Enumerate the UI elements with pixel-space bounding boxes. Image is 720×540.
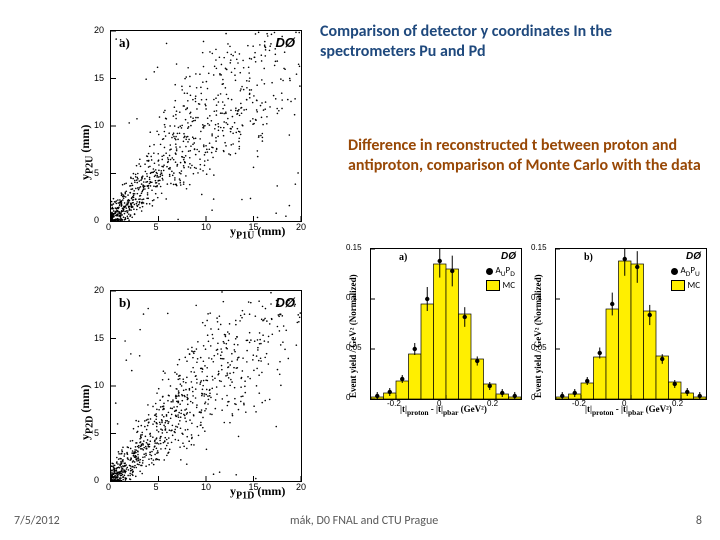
ytick-label: 0 bbox=[531, 393, 535, 402]
panel-label-hist-b: b) bbox=[584, 252, 593, 263]
xlabel-hist-a: |t|proton - |t|pbar (GeV²) bbox=[400, 404, 487, 417]
xtick-label: 10 bbox=[201, 222, 211, 232]
footer-date: 7/5/2012 bbox=[14, 514, 60, 528]
xtick-label: 20 bbox=[296, 482, 306, 492]
footer-page-number: 8 bbox=[696, 514, 702, 528]
legend-hist-a: AUPD MC bbox=[486, 265, 516, 292]
xtick-label: 15 bbox=[249, 222, 259, 232]
xtick-label: 10 bbox=[201, 482, 211, 492]
ytick-label: 15 bbox=[94, 333, 104, 343]
ytick-label: 5 bbox=[94, 168, 99, 178]
caption-middle: Difference in reconstructed t between pr… bbox=[348, 136, 708, 176]
ytick-label: 5 bbox=[94, 428, 99, 438]
scatter-plot-a: a) DØ bbox=[110, 30, 302, 222]
legend-row-data-b: ADPU bbox=[671, 265, 701, 279]
d0-logo-hist-a: DØ bbox=[501, 251, 516, 262]
d0-logo-hist-b: DØ bbox=[686, 251, 701, 262]
ytick-label: 0 bbox=[94, 475, 99, 485]
ytick-label: 0.05 bbox=[346, 343, 362, 352]
legend-marker-icon bbox=[486, 268, 493, 275]
xtick-label: -0.2 bbox=[572, 399, 586, 408]
ylabel-scatter-b: yP2D (mm) bbox=[78, 385, 95, 440]
legend-data-label-a: AUPD bbox=[496, 265, 515, 279]
ytick-label: 0.1 bbox=[346, 293, 357, 302]
legend-swatch-icon bbox=[486, 280, 500, 291]
xtick-label: 0 bbox=[106, 222, 111, 232]
caption-top: Comparison of detector y coordinates In … bbox=[320, 22, 680, 62]
xtick-label: 0 bbox=[437, 399, 441, 408]
xtick-label: -0.2 bbox=[387, 399, 401, 408]
ytick-label: 10 bbox=[94, 120, 104, 130]
d0-logo-b: DØ bbox=[276, 295, 296, 310]
panel-label-b: b) bbox=[119, 295, 131, 311]
legend-row-mc-a: MC bbox=[486, 280, 516, 291]
legend-mc-label-b: MC bbox=[688, 280, 701, 291]
xtick-label: 5 bbox=[154, 482, 159, 492]
footer-center: mák, D0 FNAL and CTU Prague bbox=[290, 514, 438, 528]
scatter-plot-b: b) DØ bbox=[110, 290, 302, 482]
panel-label-a: a) bbox=[119, 35, 130, 51]
ytick-label: 0.15 bbox=[346, 243, 362, 252]
xtick-label: 0 bbox=[622, 399, 626, 408]
ytick-label: 20 bbox=[94, 25, 104, 35]
ytick-label: 10 bbox=[94, 380, 104, 390]
histogram-b: b) DØ ADPU MC bbox=[555, 248, 707, 400]
ytick-label: 0.1 bbox=[531, 293, 542, 302]
scatter-a-svg bbox=[111, 31, 301, 221]
ylabel-scatter-a: yP2U (mm) bbox=[78, 125, 95, 180]
xtick-label: 0 bbox=[106, 482, 111, 492]
ytick-label: 0 bbox=[346, 393, 350, 402]
legend-row-mc-b: MC bbox=[671, 280, 701, 291]
legend-marker-icon bbox=[671, 268, 678, 275]
xtick-label: 0.2 bbox=[672, 399, 683, 408]
ytick-label: 0.05 bbox=[531, 343, 547, 352]
legend-row-data-a: AUPD bbox=[486, 265, 516, 279]
scatter-b-svg bbox=[111, 291, 301, 481]
d0-logo-a: DØ bbox=[276, 35, 296, 50]
legend-hist-b: ADPU MC bbox=[671, 265, 701, 292]
histogram-a: a) DØ AUPD MC bbox=[370, 248, 522, 400]
legend-swatch-icon bbox=[671, 280, 685, 291]
ytick-label: 20 bbox=[94, 285, 104, 295]
ytick-label: 15 bbox=[94, 73, 104, 83]
slide-root: { "captions": { "top": "Comparison of de… bbox=[0, 0, 720, 540]
ytick-label: 0.15 bbox=[531, 243, 547, 252]
legend-data-label-b: ADPU bbox=[681, 265, 700, 279]
xtick-label: 15 bbox=[249, 482, 259, 492]
xtick-label: 20 bbox=[296, 222, 306, 232]
xtick-label: 5 bbox=[154, 222, 159, 232]
legend-mc-label-a: MC bbox=[503, 280, 516, 291]
panel-label-hist-a: a) bbox=[399, 252, 407, 263]
xtick-label: 0.2 bbox=[487, 399, 498, 408]
ytick-label: 0 bbox=[94, 215, 99, 225]
xlabel-hist-b: |t|proton - |t|pbar (GeV²) bbox=[585, 404, 672, 417]
